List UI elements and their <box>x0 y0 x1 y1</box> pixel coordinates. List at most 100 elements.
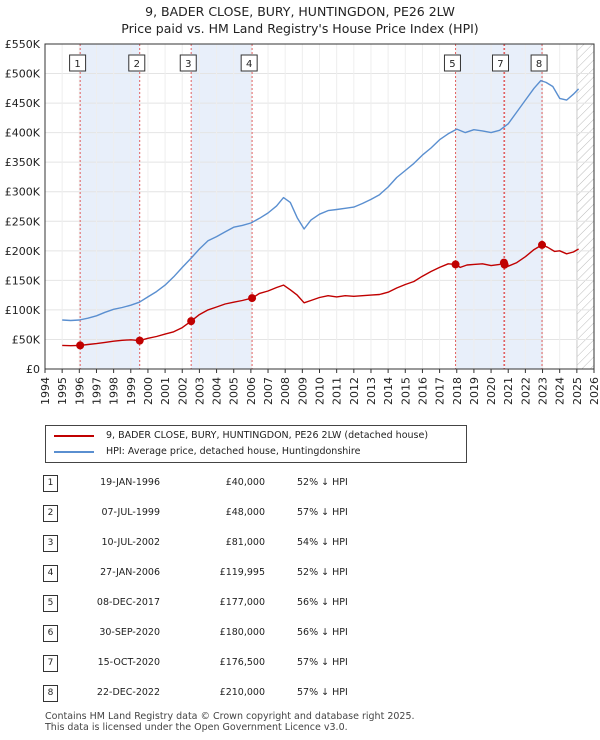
y-tick-label: £350K <box>5 156 41 169</box>
sale-label-4: 4 <box>246 59 252 70</box>
x-tick-label: 2020 <box>485 377 498 405</box>
x-tick-label: 1998 <box>108 377 121 405</box>
sale-label-box-8 <box>530 54 548 72</box>
sale-label-box-4 <box>240 54 258 72</box>
y-tick-label: £550K <box>5 38 41 51</box>
x-tick-label: 1994 <box>39 377 52 405</box>
plot-frame <box>44 43 595 370</box>
x-tick-label: 2017 <box>434 377 447 405</box>
sale-row-date: 08-DEC-2017 <box>96 597 160 608</box>
x-tick-label: 2025 <box>571 377 584 405</box>
y-tick-label: £450K <box>5 97 41 110</box>
x-tick-label: 2015 <box>399 377 412 405</box>
sale-row-hpi-diff: 52% ↓ HPI <box>297 477 348 488</box>
sale-point-2 <box>135 336 144 345</box>
x-tick-label: 2022 <box>519 377 532 405</box>
sale-row-number: 3 <box>43 535 58 552</box>
sale-row-number: 7 <box>43 655 58 672</box>
x-tick-label: 2018 <box>451 377 464 405</box>
sale-row-hpi-diff: 54% ↓ HPI <box>297 537 348 548</box>
shaded-period-3 <box>455 44 504 369</box>
sale-label-1: 1 <box>74 59 80 70</box>
sale-row-number: 5 <box>43 595 58 612</box>
x-tick-label: 2010 <box>314 377 327 405</box>
sale-row-hpi-diff: 57% ↓ HPI <box>297 507 348 518</box>
x-tick-label: 2003 <box>193 377 206 405</box>
sale-label-box-1 <box>69 54 87 72</box>
sale-row-hpi-diff: 57% ↓ HPI <box>297 657 348 668</box>
x-tick-label: 2023 <box>537 377 550 405</box>
x-tick-label: 2000 <box>142 377 155 405</box>
sale-label-2: 2 <box>134 59 140 70</box>
sale-label-8: 8 <box>536 59 542 70</box>
sale-row-hpi-diff: 56% ↓ HPI <box>297 597 348 608</box>
sale-row-date: 27-JAN-2006 <box>100 567 160 578</box>
x-tick-label: 2005 <box>228 377 241 405</box>
x-tick-label: 2011 <box>331 377 344 405</box>
y-tick-label: £50K <box>12 333 41 346</box>
x-tick-label: 1995 <box>56 377 69 405</box>
x-tick-label: 2026 <box>588 377 600 405</box>
sale-row-2: 2 07-JUL-1999 £48,000 57% ↓ HPI <box>0 503 600 523</box>
sale-row-price: £48,000 <box>225 507 265 518</box>
sale-row-hpi-diff: 52% ↓ HPI <box>297 567 348 578</box>
sale-row-hpi-diff: 57% ↓ HPI <box>297 687 348 698</box>
sale-row-date: 22-DEC-2022 <box>96 687 160 698</box>
shaded-period-2 <box>191 44 253 369</box>
sale-label-box-5 <box>443 54 461 72</box>
sale-row-date: 19-JAN-1996 <box>100 477 160 488</box>
sale-row-5: 5 08-DEC-2017 £177,000 56% ↓ HPI <box>0 593 600 613</box>
sale-point-1 <box>76 341 85 350</box>
x-tick-label: 1997 <box>90 377 103 405</box>
sale-point-3 <box>187 317 196 326</box>
chart-legend: 9, BADER CLOSE, BURY, HUNTINGDON, PE26 2… <box>45 425 467 463</box>
legend-item-hpi: HPI: Average price, detached house, Hunt… <box>54 445 360 459</box>
y-tick-label: £150K <box>5 274 41 287</box>
y-tick-label: £300K <box>5 186 41 199</box>
x-tick-label: 1999 <box>125 377 138 405</box>
sale-row-price: £81,000 <box>225 537 265 548</box>
sale-row-6: 6 30-SEP-2020 £180,000 56% ↓ HPI <box>0 623 600 643</box>
y-tick-label: £100K <box>5 304 41 317</box>
x-tick-label: 2012 <box>348 377 361 405</box>
sale-row-date: 07-JUL-1999 <box>101 507 160 518</box>
sale-point-4 <box>248 294 257 303</box>
legend-item-price-paid: 9, BADER CLOSE, BURY, HUNTINGDON, PE26 2… <box>54 429 428 443</box>
sale-row-price: £180,000 <box>219 627 265 638</box>
sale-label-3: 3 <box>185 59 191 70</box>
sale-row-number: 2 <box>43 505 58 522</box>
sale-row-price: £176,500 <box>219 657 265 668</box>
x-tick-label: 2001 <box>159 377 172 405</box>
x-tick-label: 1996 <box>73 377 86 405</box>
y-tick-label: £400K <box>5 127 41 140</box>
y-tick-label: £0 <box>26 363 40 376</box>
x-tick-label: 2019 <box>468 377 481 405</box>
sale-row-number: 1 <box>43 475 58 492</box>
sale-point-7 <box>500 260 509 269</box>
x-tick-label: 2016 <box>416 377 429 405</box>
sale-row-price: £119,995 <box>219 567 265 578</box>
sale-row-date: 10-JUL-2002 <box>101 537 160 548</box>
sale-label-5: 5 <box>449 59 455 70</box>
chart-title-address: 9, BADER CLOSE, BURY, HUNTINGDON, PE26 2… <box>145 4 455 19</box>
sale-row-7: 7 15-OCT-2020 £176,500 57% ↓ HPI <box>0 653 600 673</box>
sale-point-8 <box>538 240 547 249</box>
sale-row-price: £210,000 <box>219 687 265 698</box>
chart-title-subtitle: Price paid vs. HM Land Registry's House … <box>121 21 479 36</box>
x-tick-label: 2002 <box>176 377 189 405</box>
sale-row-4: 4 27-JAN-2006 £119,995 52% ↓ HPI <box>0 563 600 583</box>
x-tick-label: 2014 <box>382 377 395 405</box>
sale-row-price: £177,000 <box>219 597 265 608</box>
x-tick-label: 2024 <box>554 377 567 405</box>
legend-swatch-price-paid <box>54 434 94 437</box>
shaded-period-1 <box>80 44 140 369</box>
sale-row-3: 3 10-JUL-2002 £81,000 54% ↓ HPI <box>0 533 600 553</box>
x-tick-label: 2009 <box>296 377 309 405</box>
sale-row-1: 1 19-JAN-1996 £40,000 52% ↓ HPI <box>0 473 600 493</box>
footer-licence: This data is licensed under the Open Gov… <box>45 722 348 733</box>
sale-label-box-3 <box>179 54 197 72</box>
y-tick-label: £250K <box>5 215 41 228</box>
sale-point-5 <box>451 260 460 269</box>
sale-row-8: 8 22-DEC-2022 £210,000 57% ↓ HPI <box>0 683 600 703</box>
legend-label-hpi: HPI: Average price, detached house, Hunt… <box>106 446 361 457</box>
